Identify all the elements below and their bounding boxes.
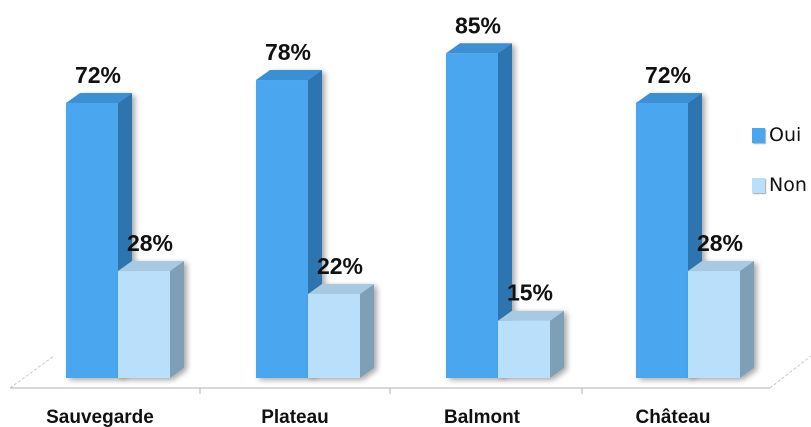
legend-swatch-non <box>752 177 765 193</box>
legend-label-non: Non <box>769 174 807 196</box>
data-label-oui-balmont: 85% <box>455 12 501 38</box>
bar-side <box>550 310 564 378</box>
data-label-oui-sauvegarde: 72% <box>75 62 121 88</box>
data-label-non-chateau: 28% <box>697 230 743 256</box>
category-label-balmont: Balmont <box>444 407 521 427</box>
bar-side <box>360 283 374 378</box>
bar-front <box>446 53 498 379</box>
bar-top <box>636 92 702 103</box>
bar-front <box>118 271 170 378</box>
legend-swatch-oui <box>752 127 765 143</box>
bar-front <box>688 271 740 378</box>
data-label-non-balmont: 15% <box>507 280 553 306</box>
data-label-oui-plateau: 78% <box>265 39 311 65</box>
bar-oui-plateau <box>256 70 322 378</box>
floor-edge-right <box>769 355 811 389</box>
bar-non-balmont <box>498 310 564 378</box>
bar-front <box>308 293 360 378</box>
data-label-oui-chateau: 72% <box>645 62 691 88</box>
bar-non-plateau <box>308 283 374 378</box>
bar-top <box>66 92 132 103</box>
bar-front <box>498 320 550 378</box>
value-labels: 72% 28% 78% 22% 85% 15% 72% 28% <box>75 12 743 305</box>
bar-top <box>688 261 754 272</box>
bar-top <box>308 283 374 294</box>
legend-label-oui: Oui <box>769 124 802 146</box>
bar-oui-balmont <box>446 43 512 379</box>
chart-floor <box>9 355 811 394</box>
bar-non-sauvegarde <box>118 261 184 378</box>
bar-front <box>66 102 118 379</box>
bar-side <box>498 43 512 379</box>
category-labels: Sauvegarde Plateau Balmont Château <box>46 407 710 427</box>
bar-front <box>636 102 688 379</box>
legend-item-non: Non <box>752 174 807 196</box>
category-label-plateau: Plateau <box>261 407 329 427</box>
bar-top <box>118 261 184 272</box>
bar-top <box>256 70 322 81</box>
data-label-non-sauvegarde: 28% <box>127 230 173 256</box>
bar-non-chateau <box>688 261 754 378</box>
bar-side <box>740 261 754 378</box>
bar-top <box>498 310 564 321</box>
floor-edge-left <box>9 355 55 389</box>
data-label-non-plateau: 22% <box>317 253 363 279</box>
category-label-sauvegarde: Sauvegarde <box>46 407 154 427</box>
bar-side <box>170 261 184 378</box>
bars-group <box>66 43 754 379</box>
legend-item-oui: Oui <box>752 124 807 146</box>
bar-front <box>256 80 308 378</box>
category-label-chateau: Château <box>636 407 711 427</box>
bar-top <box>446 43 512 54</box>
legend: Oui Non <box>752 124 807 224</box>
